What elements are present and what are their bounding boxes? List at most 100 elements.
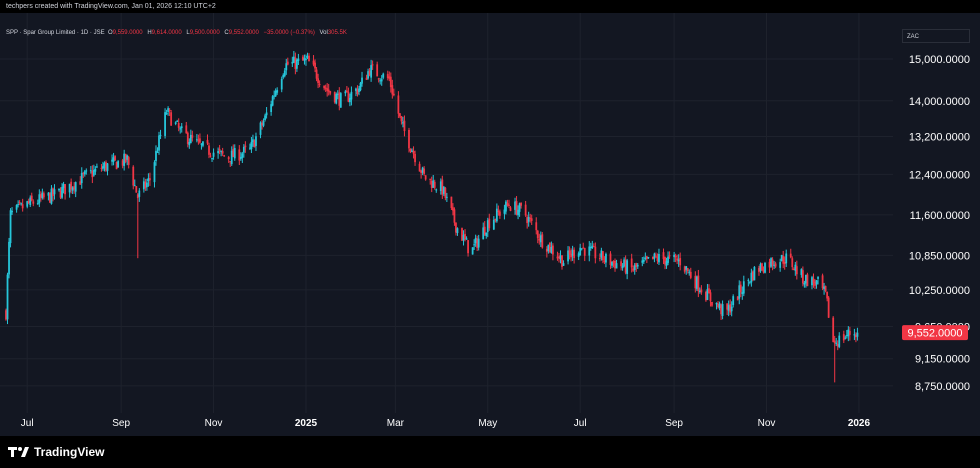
candle-body [826,291,829,299]
candle-body [239,156,242,159]
candle-body [32,201,35,204]
candle-body [844,337,847,339]
candle-body [85,170,88,172]
candle-body [753,266,756,281]
candle-body [358,88,360,92]
candle-body [432,180,435,188]
candle-body [344,91,347,94]
candle-body [195,139,198,141]
candle-body [803,282,806,285]
candle-body [539,235,542,243]
x-tick-label: 2025 [295,418,318,429]
time-axis[interactable]: Jul Sep Nov 2025 Mar May Jul Sep Nov 2026 [21,418,871,429]
candle-body [791,258,794,268]
candle-body [609,253,612,265]
price-axis[interactable]: 15,000.0000 14,000.0000 13,200.0000 12,400.… [909,54,970,393]
candle-body [91,170,94,178]
candle-body [376,64,379,77]
candle-body [552,245,554,255]
candle-body [149,178,151,181]
candle-body [102,166,104,169]
candle-body [147,178,150,181]
candle-body [718,303,721,308]
candle-body [806,274,809,287]
last-price-marker: 9,552.0000 [902,325,968,341]
x-tick-label: Jul [21,418,34,429]
chart-area[interactable]: 15,000.0000 14,000.0000 13,200.0000 12,400.… [0,13,980,436]
candle-body [355,88,357,91]
candle-body [486,220,489,233]
candle-body [295,59,298,69]
candle-body [492,219,495,230]
candle-body [38,194,41,204]
candle-body [29,197,32,206]
candle-body [429,178,432,180]
candle-body [656,256,659,261]
candle-body [730,306,733,312]
candle-body [232,148,235,158]
candle-body [461,228,463,241]
legend-close-label: C [224,30,229,36]
candle-body [836,343,839,347]
x-tick-label: Nov [758,418,776,429]
candle-body [698,290,701,292]
candles [5,50,859,383]
candle-body [589,247,592,249]
candle-body [30,195,33,201]
candle-body [265,112,268,116]
candle-body [42,193,45,198]
candle-body [592,246,595,248]
candle-body [558,256,560,259]
candle-body [244,145,247,148]
candle-body [444,187,447,198]
candle-body [223,155,226,157]
currency-label[interactable]: ZAC [902,29,970,43]
candle-body [474,237,477,244]
candle-body [774,263,777,267]
candle-body [350,91,353,100]
candle-body [665,261,668,266]
x-tick-label: Jul [574,418,587,429]
y-tick-label: 11,600.0000 [910,210,970,222]
candle-body [271,96,274,106]
candle-body [291,61,294,64]
candle-body [308,55,310,62]
candle-body [652,256,654,259]
x-tick-label: Nov [205,418,223,429]
candle-body [488,218,491,229]
candle-body [106,163,109,171]
candle-body [782,256,785,264]
candle-body [706,289,709,300]
candle-body [59,190,62,198]
candle-body [233,148,236,159]
tradingview-logo[interactable]: TradingView [8,445,104,459]
candle-body [324,87,327,89]
tradingview-wordmark: TradingView [34,445,105,459]
candle-body [694,275,697,289]
candle-body [747,279,750,281]
candle-body [623,259,626,267]
candle-body [412,150,415,154]
symbol-legend: SPP · Spar Group Limited · 1D · JSE O9,5… [6,30,350,36]
price-chart[interactable]: 15,000.0000 14,000.0000 13,200.0000 12,400.… [0,13,980,436]
candle-body [253,140,256,148]
candle-body [174,122,177,124]
x-tick-label: May [478,418,497,429]
candle-body [641,260,644,263]
candle-body [52,188,54,196]
candle-body [423,168,426,174]
candle-body [697,275,700,292]
candle-body [326,88,329,92]
candle-body [679,258,682,266]
candle-body [206,139,209,144]
candle-body [571,249,574,256]
candle-body [197,139,200,141]
candle-body [674,255,677,258]
candle-body [465,238,468,240]
candle-body [349,98,351,103]
candle-body [726,303,729,310]
candle-body [306,55,309,58]
candle-body [74,182,77,192]
candle-body [200,143,203,145]
candle-body [853,334,856,336]
